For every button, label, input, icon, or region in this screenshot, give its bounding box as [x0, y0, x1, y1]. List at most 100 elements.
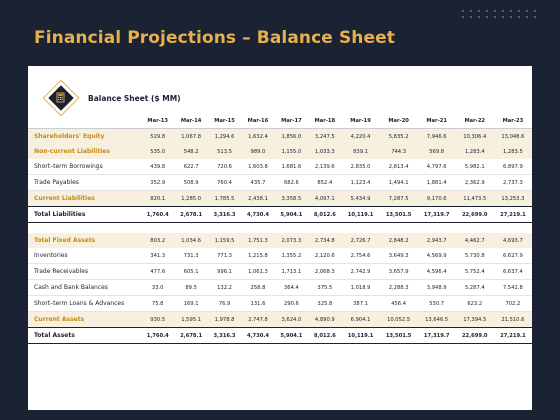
decorative-dot-grid — [462, 10, 538, 18]
column-header: Mar-16 — [241, 114, 275, 129]
row-label: Cash and Bank Balances — [28, 279, 141, 296]
decorative-dot — [534, 10, 536, 12]
table-cell: 1,294.6 — [207, 128, 242, 144]
table-cell: 4,730.4 — [241, 206, 275, 223]
table-cell: 6,904.1 — [341, 311, 380, 328]
page-title: Financial Projections – Balance Sheet — [34, 28, 395, 48]
table-cell: 7,542.8 — [493, 279, 532, 296]
table-cell: 1,881.4 — [417, 174, 456, 191]
table-cell: 1,283.4 — [455, 144, 494, 159]
table-cell: 569.8 — [417, 144, 456, 159]
table-cell: 5,835.2 — [379, 128, 418, 144]
table-cell: 7,946.6 — [417, 128, 456, 144]
table-cell: 820.1 — [141, 190, 175, 207]
table-row: Non-current Liabilities 535.0 548.2 513.5 98… — [28, 144, 532, 159]
table-cell: 7,287.5 — [379, 190, 418, 207]
table-cell: 477.6 — [141, 263, 175, 280]
table-cell: 1,760.4 — [141, 206, 175, 223]
table-cell: 4,220.4 — [341, 128, 380, 144]
row-label: Inventories — [28, 248, 141, 264]
table-cell: 4,730.4 — [241, 327, 275, 344]
table-cell: 6,897.9 — [493, 159, 532, 175]
table-cell: 258.8 — [241, 279, 275, 296]
table-cell: 4,462.7 — [455, 233, 494, 248]
column-header: Mar-18 — [308, 114, 342, 129]
table-cell: 2,734.8 — [308, 233, 342, 248]
table-cell: 341.3 — [141, 248, 175, 264]
table-cell: 2,678.1 — [174, 327, 208, 344]
table-cell: 22,699.0 — [455, 327, 494, 344]
table-cell: 535.0 — [141, 144, 175, 159]
table-cell: 89.5 — [174, 279, 208, 296]
table-cell: 2,073.3 — [274, 233, 309, 248]
table-cell: 13,253.3 — [493, 190, 532, 207]
table-cell: 1,978.8 — [207, 311, 242, 328]
table-cell: 10,119.1 — [341, 206, 380, 223]
table-cell: 513.5 — [207, 144, 242, 159]
table-cell: 10,052.5 — [379, 311, 418, 328]
table-cell: 4,097.1 — [308, 190, 342, 207]
table-cell: 8,012.6 — [308, 206, 342, 223]
table-cell: 2,747.8 — [241, 311, 275, 328]
table-cell: 1,494.1 — [379, 174, 418, 191]
table-cell: 21,510.6 — [493, 311, 532, 328]
table-cell: 1,159.5 — [207, 233, 242, 248]
decorative-dot — [494, 10, 496, 12]
table-cell: 1,603.8 — [241, 159, 275, 175]
decorative-dot — [478, 10, 480, 12]
table-cell: 290.6 — [274, 295, 309, 312]
row-label: Shareholders' Equity — [28, 128, 141, 144]
decorative-dot — [526, 16, 528, 18]
table-cell: 1,595.1 — [174, 311, 208, 328]
table-cell: 989.0 — [241, 144, 275, 159]
table-cell: 22,699.0 — [455, 206, 494, 223]
table-cell: 131.6 — [241, 295, 275, 312]
table-cell: 2,813.4 — [379, 159, 418, 175]
table-cell: 682.6 — [274, 174, 309, 191]
decorative-dot — [534, 16, 536, 18]
spacer-cell — [28, 223, 532, 234]
table-cell: 375.5 — [308, 279, 342, 296]
table-cell: 1,034.6 — [174, 233, 208, 248]
table-cell: 13,501.5 — [379, 206, 418, 223]
table-cell: 435.7 — [241, 174, 275, 191]
column-header: Mar-15 — [207, 114, 242, 129]
table-cell: 33.0 — [141, 279, 175, 296]
table-cell: 771.3 — [207, 248, 242, 264]
table-cell: 5,287.4 — [455, 279, 494, 296]
table-cell: 2,139.6 — [308, 159, 342, 175]
table-cell: 8,012.6 — [308, 327, 342, 344]
table-cell: 3,649.3 — [379, 248, 418, 264]
table-cell: 17,319.7 — [417, 327, 456, 344]
table-row: Shareholders' Equity 529.8 1,067.8 1,294.6 1… — [28, 128, 532, 144]
decorative-dot — [502, 10, 504, 12]
table-cell: 2,438.1 — [241, 190, 275, 207]
table-cell: 352.9 — [141, 174, 175, 191]
table-cell: 1,713.1 — [274, 263, 309, 280]
table-cell: 1,751.3 — [241, 233, 275, 248]
table-cell: 75.8 — [141, 295, 175, 312]
table-cell: 5,730.8 — [455, 248, 494, 264]
table-cell: 387.1 — [341, 295, 380, 312]
decorative-dot — [518, 10, 520, 12]
table-cell: 731.3 — [174, 248, 208, 264]
table-cell: 2,678.1 — [174, 206, 208, 223]
table-cell: 27,219.1 — [493, 327, 532, 344]
table-cell: 1,681.6 — [274, 159, 309, 175]
table-cell: 2,362.9 — [455, 174, 494, 191]
table-cell: 803.2 — [141, 233, 175, 248]
table-cell: 2,848.2 — [379, 233, 418, 248]
table-cell: 2,288.3 — [379, 279, 418, 296]
table-cell: 702.2 — [493, 295, 532, 312]
column-header: Mar-13 — [141, 114, 175, 129]
table-cell: 4,797.6 — [417, 159, 456, 175]
table-cell: 13,646.5 — [417, 311, 456, 328]
table-row: Total Fixed Assets 803.2 1,034.6 1,159.5 1,7… — [28, 233, 532, 248]
table-cell: 760.4 — [207, 174, 242, 191]
table-cell: 3,948.9 — [417, 279, 456, 296]
table-cell: 529.8 — [141, 128, 175, 144]
table-cell: 27,219.1 — [493, 206, 532, 223]
table-cell: 1,785.5 — [207, 190, 242, 207]
table-row: Short–term Loans & Advances 75.8 169.1 76.9… — [28, 295, 532, 312]
section-spacer — [28, 223, 532, 234]
